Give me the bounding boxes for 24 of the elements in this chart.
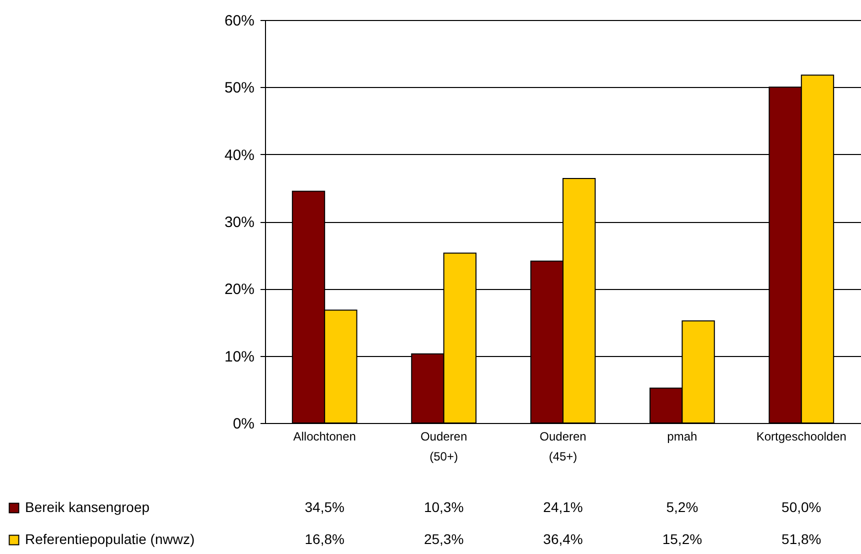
data-label: 25,3% bbox=[424, 531, 464, 547]
data-label: 5,2% bbox=[666, 499, 698, 515]
data-label: 36,4% bbox=[543, 531, 583, 547]
data-label: 50,0% bbox=[782, 499, 822, 515]
data-label: 15,2% bbox=[662, 531, 702, 547]
y-tick-label: 40% bbox=[224, 146, 254, 164]
y-tick-label: 60% bbox=[224, 12, 254, 30]
legend-label: Bereik kansengroep bbox=[25, 499, 150, 515]
x-tick-label: Kortgeschoolden bbox=[756, 430, 846, 444]
y-tick-label: 0% bbox=[232, 416, 254, 432]
data-label: 51,8% bbox=[782, 531, 822, 547]
data-label: 34,5% bbox=[304, 499, 344, 515]
y-tick-label: 20% bbox=[224, 281, 254, 298]
x-tick-label: Ouderen (45+) bbox=[540, 430, 586, 464]
data-label: 24,1% bbox=[543, 499, 583, 515]
data-label: 10,3% bbox=[424, 499, 464, 515]
legend-label: Referentiepopulatie (nwwz) bbox=[25, 531, 195, 547]
x-tick-label: Ouderen (50+) bbox=[420, 430, 468, 464]
x-tick-label: Allochtonen bbox=[293, 430, 356, 444]
data-label: 16,8% bbox=[304, 531, 344, 547]
y-tick-label: 50% bbox=[224, 80, 254, 97]
x-tick-label: pmah bbox=[667, 430, 698, 444]
y-tick-label: 10% bbox=[224, 348, 254, 366]
y-tick-label: 30% bbox=[224, 214, 254, 231]
